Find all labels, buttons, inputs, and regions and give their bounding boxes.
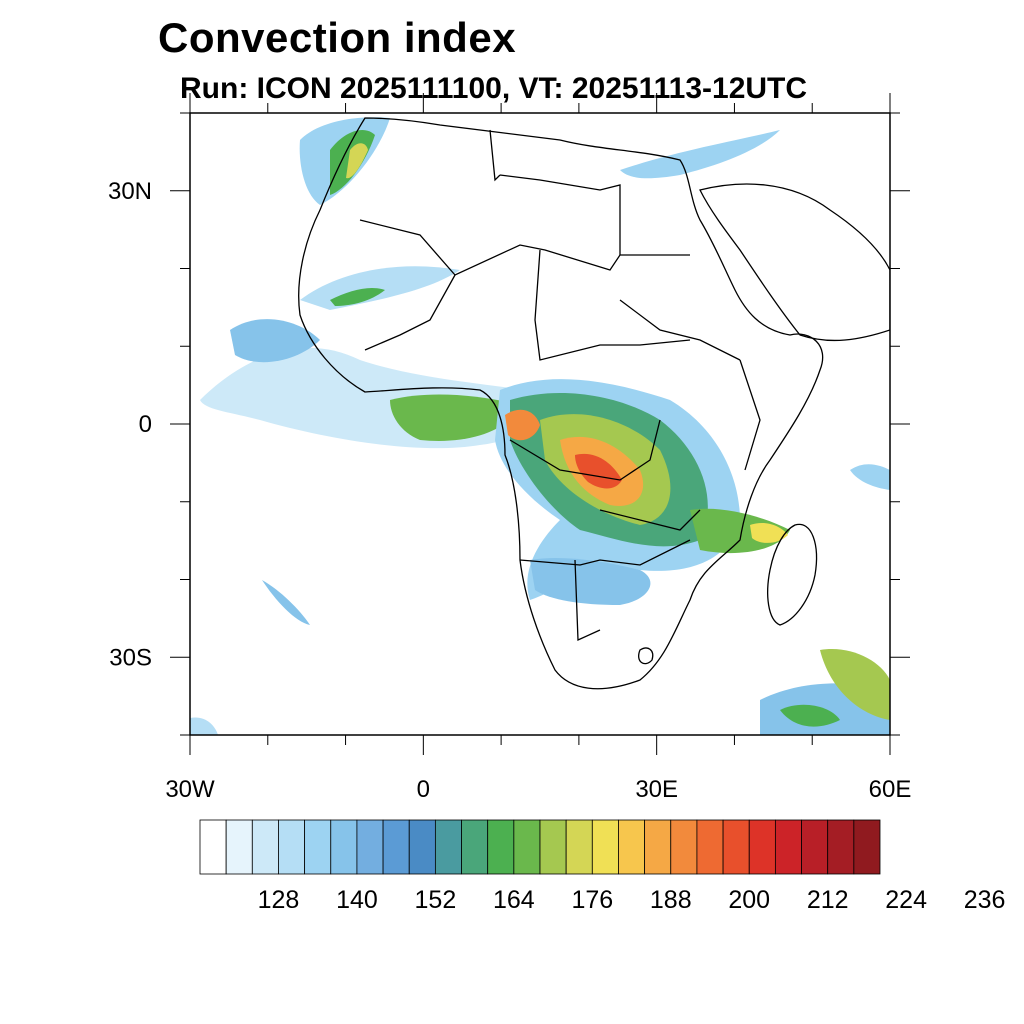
- border: [534, 249, 691, 361]
- colorbar-swatch: [853, 819, 881, 875]
- colorbar-swatch: [199, 819, 227, 875]
- colorbar-swatch: [304, 819, 332, 875]
- border: [599, 509, 701, 531]
- colorbar-swatch: [356, 819, 384, 875]
- colorbar-swatch: [382, 819, 410, 875]
- colorbar-swatch: [644, 819, 672, 875]
- colorbar-swatch: [251, 819, 279, 875]
- convection-field: [190, 117, 890, 735]
- colorbar-swatch: [748, 819, 776, 875]
- colorbar-label: 224: [885, 886, 927, 914]
- colorbar-label: 164: [492, 886, 535, 914]
- border: [509, 419, 661, 481]
- map-subtitle: Run: ICON 2025111100, VT: 20251113-12UTC: [180, 72, 808, 105]
- colorbar-label: 236: [963, 886, 1006, 914]
- colorbar-swatch: [513, 819, 541, 875]
- convection-area: [346, 143, 368, 179]
- convection-area: [530, 558, 651, 605]
- border: [359, 219, 690, 276]
- colorbar-label: 152: [414, 886, 457, 914]
- colorbar-swatch: [565, 819, 593, 875]
- border: [574, 559, 601, 641]
- lat-tick-label: 30N: [108, 178, 152, 205]
- colorbar-swatch: [618, 819, 646, 875]
- map-title: Convection index: [158, 14, 517, 61]
- convection-area: [780, 704, 840, 727]
- colorbar-swatch: [670, 819, 698, 875]
- lat-tick-label: 30S: [109, 644, 152, 671]
- convection-area: [750, 523, 788, 543]
- convection-area: [330, 288, 385, 306]
- convection-area: [620, 130, 780, 179]
- colorbar-swatch: [330, 819, 358, 875]
- colorbar-swatch: [461, 819, 489, 875]
- colorbar-swatch: [591, 819, 619, 875]
- border: [519, 539, 691, 566]
- colorbar: [199, 819, 881, 875]
- border: [739, 359, 761, 471]
- colorbar-swatch: [722, 819, 750, 875]
- lon-tick-label: 30W: [165, 776, 215, 803]
- colorbar-swatch: [774, 819, 802, 875]
- colorbar-label: 200: [728, 886, 771, 914]
- colorbar-swatch: [434, 819, 462, 875]
- convection-area: [190, 717, 218, 735]
- colorbar-label: 140: [336, 886, 378, 914]
- convection-area: [820, 649, 890, 720]
- lon-tick-label: 0: [417, 776, 430, 803]
- lat-tick-label: 0: [139, 411, 152, 438]
- africa-coastline: [298, 117, 824, 690]
- colorbar-label: 212: [806, 886, 849, 914]
- colorbar-swatch: [278, 819, 306, 875]
- colorbar-swatch: [827, 819, 855, 875]
- convection-area: [390, 394, 520, 441]
- lon-tick-label: 30E: [635, 776, 678, 803]
- convection-area: [850, 464, 890, 490]
- border: [489, 129, 501, 182]
- colorbar-swatch: [801, 819, 829, 875]
- border: [638, 647, 654, 665]
- colorbar-label: 176: [571, 886, 614, 914]
- lon-tick-label: 60E: [869, 776, 912, 803]
- coastlines: [298, 117, 890, 690]
- border: [364, 274, 456, 351]
- colorbar-swatch: [696, 819, 724, 875]
- colorbar-swatch: [539, 819, 567, 875]
- arabia-coastline: [699, 183, 890, 342]
- convection-area: [262, 580, 310, 625]
- colorbar-swatch: [487, 819, 515, 875]
- convection-area: [505, 409, 540, 441]
- border: [499, 174, 621, 255]
- colorbar-label: 188: [649, 886, 692, 914]
- colorbar-label: 128: [257, 886, 300, 914]
- colorbar-swatch: [408, 819, 436, 875]
- axes: 30N 0 30S 30W 0 30E 60E: [108, 93, 911, 803]
- madagascar-coastline: [767, 523, 818, 626]
- convection-area: [300, 266, 460, 310]
- convection-area: [230, 319, 320, 363]
- colorbar-swatch: [225, 819, 253, 875]
- border: [619, 299, 741, 361]
- convection-area: [575, 453, 622, 489]
